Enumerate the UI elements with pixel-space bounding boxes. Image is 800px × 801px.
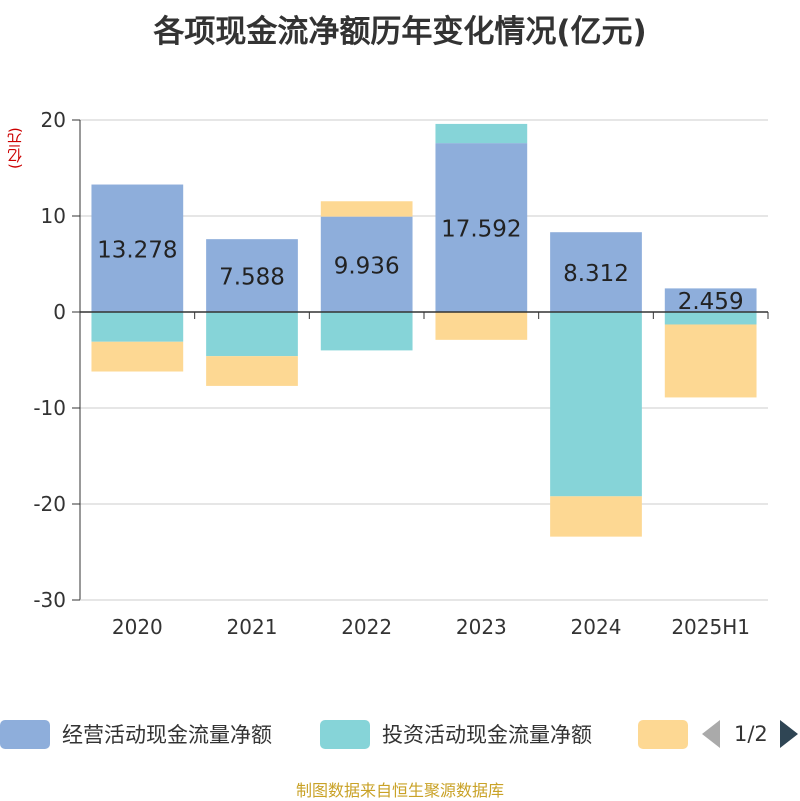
x-tick-label: 2024 [571, 615, 622, 639]
data-label-2024: 8.312 [563, 261, 629, 287]
y-tick-label: 0 [53, 300, 66, 324]
bar-series-2-2020[interactable] [91, 341, 184, 372]
y-tick-label: 20 [41, 108, 66, 132]
bar-series-1-2023[interactable] [435, 123, 528, 144]
x-tick-label: 2021 [227, 615, 278, 639]
bar-series-2-2024[interactable] [550, 496, 642, 537]
legend-swatch-operating [0, 719, 50, 749]
legend-pager: 1/2 [700, 714, 800, 754]
bar-series-1-2021[interactable] [206, 312, 298, 357]
data-label-2023: 17.592 [441, 217, 521, 243]
bar-series-1-2025H1[interactable] [664, 312, 757, 325]
legend-prev-arrow-icon[interactable] [702, 720, 720, 748]
legend-item-operating[interactable]: 经营活动现金流量净额 [0, 714, 272, 754]
bar-series-1-2020[interactable] [91, 312, 184, 342]
bar-series-0-2020[interactable] [91, 184, 184, 312]
y-tick-label: -20 [33, 492, 66, 516]
legend-swatch-financing [638, 719, 688, 749]
legend-item-financing[interactable] [638, 714, 688, 754]
legend-swatch-investing [320, 719, 370, 749]
bar-series-0-2025H1[interactable] [664, 288, 757, 312]
x-tick-label: 2022 [341, 615, 392, 639]
legend-next-arrow-icon[interactable] [779, 720, 798, 748]
chart-title: 各项现金流净额历年变化情况(亿元) [153, 14, 647, 50]
bar-series-1-2022[interactable] [320, 312, 413, 351]
y-tick-label: -30 [33, 588, 66, 612]
y-tick-label: 10 [41, 204, 66, 228]
bar-series-0-2023[interactable] [435, 143, 528, 312]
bar-series-2-2023[interactable] [435, 312, 528, 340]
data-label-2020: 13.278 [97, 237, 177, 263]
legend: 经营活动现金流量净额 投资活动现金流量净额 1/2 [0, 714, 800, 754]
data-source-note: 制图数据来自恒生聚源数据库 [295, 781, 504, 800]
x-tick-label: 2020 [112, 615, 163, 639]
data-label-2025H1: 2.459 [678, 289, 744, 315]
legend-page-indicator: 1/2 [734, 722, 768, 746]
legend-label-operating: 经营活动现金流量净额 [62, 723, 272, 747]
bar-series-0-2024[interactable] [550, 232, 642, 312]
data-label-2021: 7.588 [219, 265, 285, 291]
legend-label-investing: 投资活动现金流量净额 [382, 723, 592, 747]
bar-series-2-2025H1[interactable] [664, 324, 757, 398]
data-label-2022: 9.936 [334, 253, 400, 279]
bar-series-2-2021[interactable] [206, 356, 298, 386]
x-tick-label: 2025H1 [671, 615, 750, 639]
y-tick-label: -10 [33, 396, 66, 420]
bar-series-1-2024[interactable] [550, 312, 642, 497]
bar-series-2-2022[interactable] [320, 201, 413, 217]
x-tick-label: 2023 [456, 615, 507, 639]
bar-series-0-2022[interactable] [320, 216, 413, 312]
bar-series-0-2021[interactable] [206, 239, 298, 312]
legend-item-investing[interactable]: 投资活动现金流量净额 [320, 714, 592, 754]
